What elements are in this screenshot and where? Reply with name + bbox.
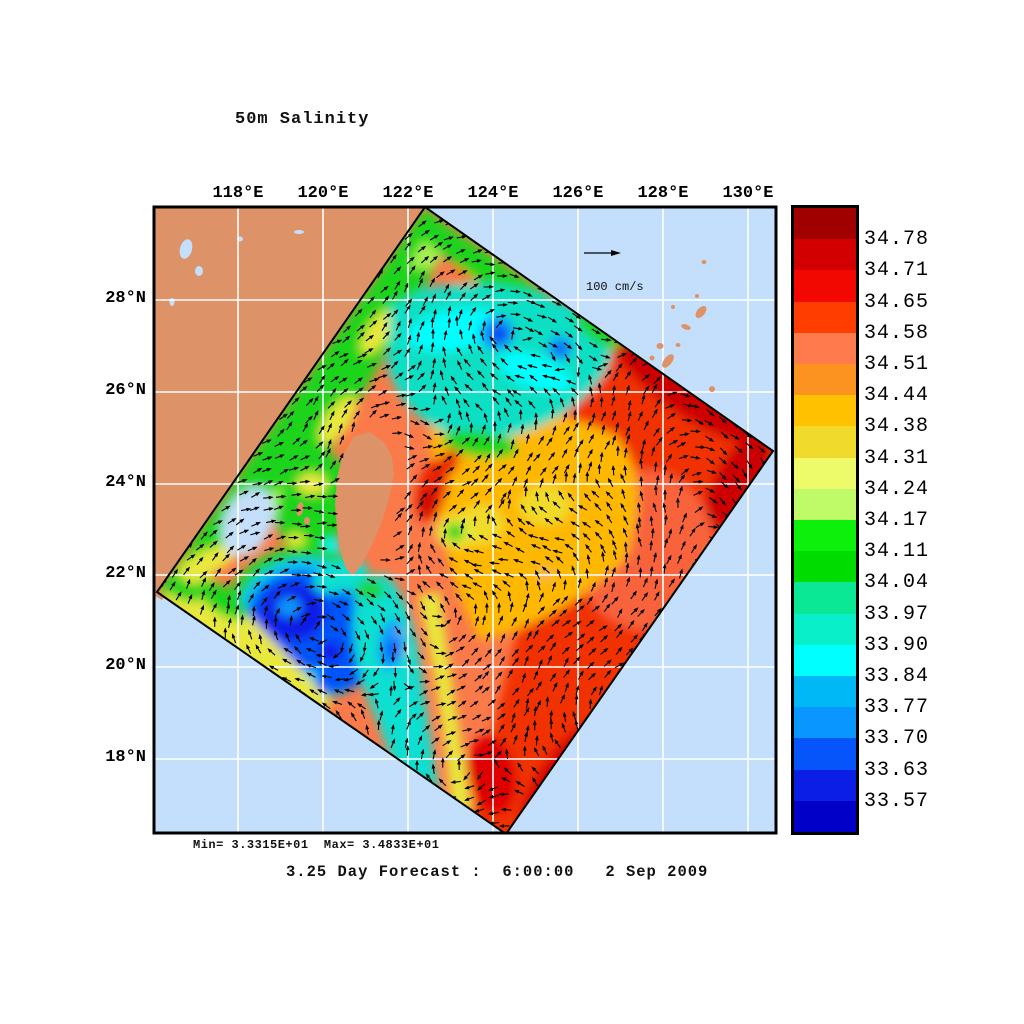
lon-axis-label: 128°E (637, 184, 689, 203)
taiwan-island (296, 432, 394, 576)
colorbar (791, 205, 859, 835)
colorbar-band (794, 208, 856, 240)
model-domain-outline (155, 207, 775, 833)
colorbar-label: 34.71 (864, 259, 930, 283)
colorbar-band (794, 582, 856, 614)
colorbar-band (794, 364, 856, 396)
lat-axis-label: 24°N (105, 473, 146, 492)
colorbar-band (794, 676, 856, 708)
colorbar-band (794, 738, 856, 770)
scale-arrow-icon (584, 250, 621, 256)
colorbar-label: 33.77 (864, 696, 930, 720)
colorbar-band (794, 644, 856, 677)
colorbar-label: 34.65 (864, 290, 930, 314)
lat-axis-label: 22°N (105, 564, 146, 583)
colorbar-band (794, 488, 856, 521)
lon-axis-label: 126°E (552, 184, 604, 203)
colorbar-label: 33.90 (864, 633, 930, 657)
vector-shafts (161, 219, 766, 827)
colorbar-label: 33.57 (864, 789, 930, 813)
colorbar-band (794, 239, 856, 271)
colorbar-label: 34.17 (864, 509, 930, 532)
colorbar-label: 34.78 (864, 228, 930, 252)
scale-arrow-label: 100 cm/s (586, 280, 644, 294)
colorbar-band (794, 769, 856, 801)
ryukyu-islands (649, 260, 715, 392)
colorbar-band (794, 613, 856, 645)
colorbar-band (794, 457, 856, 489)
lon-axis-label: 120°E (297, 184, 349, 203)
colorbar-band (794, 551, 856, 583)
lat-axis-label: 20°N (105, 656, 146, 675)
lat-axis-label: 18°N (105, 748, 146, 767)
lon-axis-label: 130°E (722, 184, 774, 203)
page-title: 50m Salinity (235, 110, 370, 129)
colorbar-band (794, 800, 856, 833)
model-domain-field (157, 207, 773, 833)
colorbar-band (794, 332, 856, 365)
forecast-footer-text: 3.25 Day Forecast : 6:00:00 2 Sep 2009 (286, 863, 709, 881)
lat-axis-label: 26°N (105, 381, 146, 400)
colorbar-label: 33.97 (864, 602, 930, 626)
colorbar-band (794, 426, 856, 458)
colorbar-label: 34.24 (864, 477, 930, 501)
colorbar-label: 34.58 (864, 321, 930, 345)
colorbar-band (794, 270, 856, 302)
colorbar-label: 34.31 (864, 446, 930, 470)
lon-axis-label: 124°E (467, 184, 519, 203)
colorbar-label: 33.84 (864, 665, 930, 688)
current-vectors (161, 219, 766, 828)
colorbar-band (794, 395, 856, 427)
colorbar-band (794, 301, 856, 333)
lon-axis-label: 122°E (382, 184, 434, 203)
colorbar-label: 34.51 (864, 353, 930, 376)
minmax-stats-text: Min= 3.3315E+01 Max= 3.4833E+01 (193, 838, 440, 852)
colorbar-label: 34.44 (864, 384, 930, 408)
colorbar-label: 34.38 (864, 415, 930, 439)
lon-axis-label: 118°E (212, 184, 264, 203)
colorbar-label: 34.11 (864, 540, 930, 564)
colorbar-band (794, 520, 856, 552)
colorbar-label: 34.04 (864, 571, 930, 595)
map-frame (152, 205, 778, 835)
colorbar-label: 33.70 (864, 727, 930, 751)
colorbar-band (794, 707, 856, 739)
lat-axis-label: 28°N (105, 289, 146, 308)
colorbar-label: 33.63 (864, 758, 930, 782)
inland-lakes (169, 230, 304, 306)
